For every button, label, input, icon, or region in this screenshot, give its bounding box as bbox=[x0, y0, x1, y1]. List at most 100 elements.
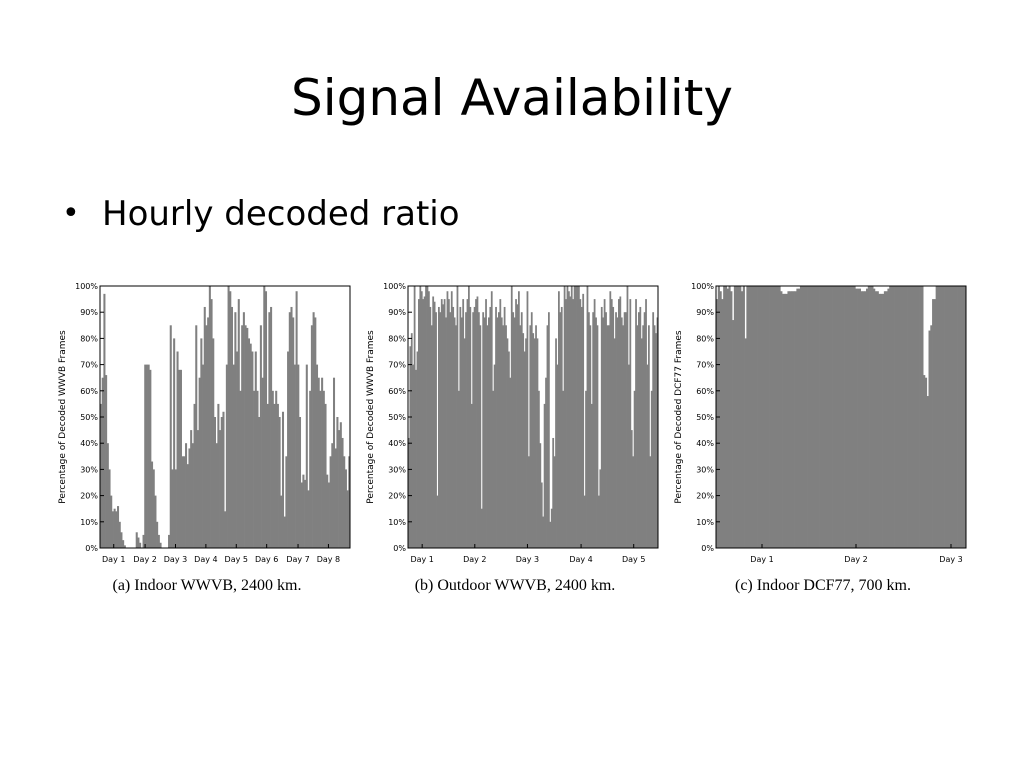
bar bbox=[882, 293, 885, 548]
bar bbox=[309, 390, 312, 548]
bar bbox=[285, 456, 288, 548]
bar bbox=[792, 291, 795, 548]
bar bbox=[281, 411, 285, 548]
bar bbox=[453, 317, 456, 548]
bar bbox=[186, 464, 189, 548]
bar bbox=[530, 312, 533, 548]
bar bbox=[855, 288, 858, 548]
bar bbox=[960, 286, 963, 548]
bar bbox=[470, 403, 473, 548]
bar bbox=[106, 443, 109, 548]
bar bbox=[278, 417, 281, 548]
bar bbox=[602, 317, 605, 548]
bar bbox=[423, 296, 426, 548]
bar bbox=[222, 411, 225, 548]
bar bbox=[430, 325, 433, 548]
bar bbox=[921, 286, 924, 548]
bar bbox=[821, 286, 824, 548]
bar bbox=[224, 511, 227, 548]
bar bbox=[516, 304, 519, 548]
bar bbox=[953, 286, 956, 548]
bar bbox=[343, 456, 346, 548]
x-tick-label: Day 2 bbox=[463, 555, 486, 564]
bar bbox=[452, 306, 455, 548]
y-tick-label: 50% bbox=[388, 413, 406, 422]
bar bbox=[735, 286, 738, 548]
bar bbox=[646, 364, 649, 548]
bar bbox=[220, 417, 223, 548]
bar bbox=[327, 482, 330, 548]
bar bbox=[332, 377, 336, 548]
bar bbox=[256, 390, 259, 548]
bar bbox=[857, 288, 860, 548]
bar bbox=[144, 364, 147, 548]
bar bbox=[435, 312, 437, 548]
slide-title: Signal Availability bbox=[290, 69, 734, 127]
bar bbox=[117, 506, 120, 548]
bar bbox=[749, 286, 753, 548]
bar bbox=[280, 495, 283, 548]
bar bbox=[593, 299, 596, 548]
y-tick-label: 20% bbox=[80, 492, 98, 501]
bar bbox=[558, 291, 560, 548]
bar bbox=[623, 312, 626, 548]
bar bbox=[219, 430, 222, 548]
bar bbox=[794, 291, 797, 548]
bar bbox=[440, 299, 443, 548]
bar bbox=[783, 293, 786, 548]
bar bbox=[932, 299, 935, 548]
bar bbox=[580, 306, 583, 548]
x-tick-label: Day 1 bbox=[750, 555, 773, 564]
bar bbox=[259, 325, 262, 548]
bar bbox=[178, 369, 181, 548]
bar bbox=[261, 377, 264, 548]
bar bbox=[746, 286, 749, 548]
bar bbox=[719, 291, 722, 548]
bar bbox=[955, 286, 958, 548]
bar bbox=[880, 293, 883, 548]
bar bbox=[926, 396, 929, 548]
x-tick-label: Day 2 bbox=[844, 555, 867, 564]
bar bbox=[824, 286, 828, 548]
bar bbox=[270, 306, 273, 548]
bar bbox=[799, 286, 803, 548]
bar bbox=[737, 286, 740, 548]
bar bbox=[230, 306, 233, 548]
bar bbox=[422, 299, 425, 548]
bar bbox=[592, 312, 595, 548]
bar bbox=[469, 306, 472, 548]
bar bbox=[310, 325, 313, 548]
chart-outdoor-wwvb: 0% 10% 20% 30% 40% 50% 60% 70% 80% 90% 100% Day 1 Da… bbox=[364, 282, 664, 612]
bar bbox=[492, 390, 495, 548]
bar bbox=[653, 325, 656, 548]
y-tick-label: 100% bbox=[75, 282, 98, 291]
y-tick-label: 60% bbox=[388, 387, 406, 396]
bar bbox=[482, 312, 485, 548]
bar bbox=[110, 495, 113, 548]
bar bbox=[626, 286, 629, 548]
bar bbox=[460, 317, 463, 548]
bar bbox=[732, 320, 735, 548]
bar bbox=[210, 299, 213, 548]
y-tick-label: 0% bbox=[701, 544, 714, 553]
bar bbox=[796, 288, 799, 548]
bar bbox=[812, 286, 815, 548]
bar bbox=[610, 299, 613, 548]
bar bbox=[808, 286, 811, 548]
bar bbox=[582, 293, 585, 548]
bar bbox=[438, 306, 440, 548]
bar bbox=[113, 508, 116, 548]
bar bbox=[903, 286, 906, 548]
bar bbox=[331, 443, 334, 548]
bar bbox=[528, 456, 530, 548]
bar bbox=[639, 306, 642, 548]
bar bbox=[448, 299, 450, 548]
bar bbox=[533, 338, 536, 548]
y-tick-label: 70% bbox=[80, 361, 98, 370]
bar bbox=[894, 286, 897, 548]
bar bbox=[636, 325, 639, 548]
bar bbox=[212, 338, 215, 548]
bar bbox=[300, 482, 303, 548]
bullet-dot-icon: • bbox=[62, 196, 80, 231]
x-tick-label: Day 6 bbox=[255, 555, 278, 564]
